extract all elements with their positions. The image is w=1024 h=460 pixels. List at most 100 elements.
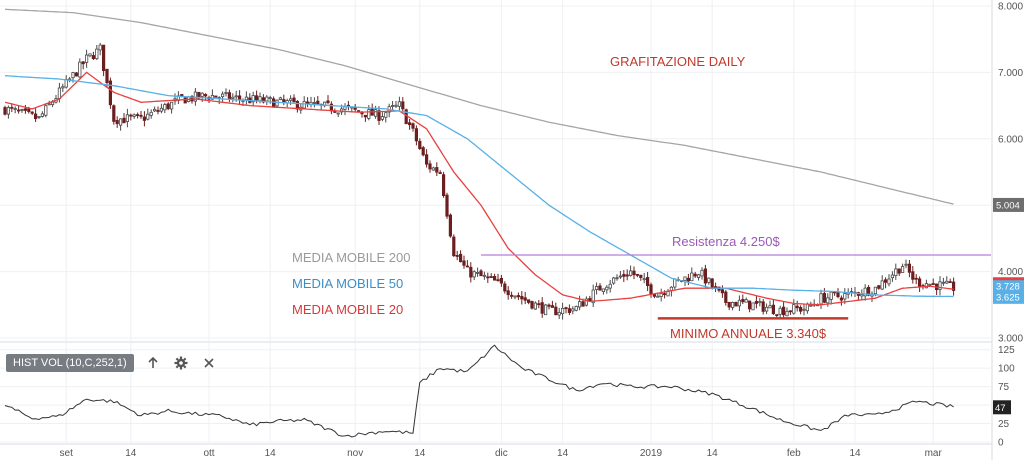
candle-body [877, 285, 881, 289]
time-tick-label: 14 [707, 448, 719, 459]
gear-icon[interactable] [172, 354, 190, 372]
candle-body [282, 99, 286, 102]
candle-body [455, 255, 459, 257]
candle-body [414, 128, 419, 142]
ma200-price-tag: 5.004 [996, 200, 1020, 211]
candle-body [537, 303, 541, 306]
candle-body [710, 278, 714, 288]
candle-body [792, 304, 796, 314]
candle-body [720, 289, 725, 294]
candle-body [571, 308, 575, 312]
candle-body [884, 279, 888, 283]
candle-body [88, 53, 92, 57]
candle-body [506, 290, 510, 296]
candle-body [578, 301, 582, 308]
candle-body [119, 118, 123, 126]
candle-body [737, 299, 742, 307]
ma20-price-tag: 3.728 [996, 282, 1020, 293]
candle-body [27, 108, 31, 112]
candle-body [863, 287, 867, 297]
candle-body [85, 54, 89, 63]
time-tick-label: ott [203, 448, 214, 459]
candle-body [448, 214, 453, 237]
ma50-label: MEDIA MOBILE 50 [292, 276, 404, 291]
candle-body [203, 94, 208, 97]
candle-body [520, 295, 524, 300]
candle-body [928, 283, 932, 286]
candle-body [826, 297, 830, 304]
candle-body [268, 97, 272, 100]
time-tick-label: mar [925, 448, 943, 459]
candle-body [407, 122, 412, 126]
candle-body [574, 306, 578, 311]
candle-body [489, 276, 493, 278]
candle-body [523, 297, 527, 301]
close-icon[interactable] [200, 354, 218, 372]
candle-body [659, 293, 663, 297]
candle-body [326, 100, 330, 103]
vol-tick-label: 75 [998, 382, 1010, 393]
candle-body [115, 120, 119, 125]
indicator-badge[interactable]: HIST VOL (10,C,252,1) [6, 354, 134, 372]
candle-body [411, 123, 415, 129]
candle-body [693, 273, 697, 277]
candle-body [81, 61, 85, 65]
candle-body [231, 96, 235, 99]
candle-body [220, 93, 225, 98]
candle-body [210, 94, 214, 100]
candle-body [618, 275, 623, 278]
candle-body [904, 263, 908, 266]
minimum-label: MINIMO ANNUALE 3.340$ [670, 326, 827, 341]
candle-body [10, 106, 14, 109]
candle-body [292, 97, 296, 103]
candle-body [761, 301, 765, 312]
time-tick-label: dic [495, 448, 508, 459]
candle-body [428, 163, 432, 170]
candle-body [384, 112, 388, 118]
candle-body [234, 95, 238, 98]
candle-body [873, 286, 878, 295]
candle-body [581, 301, 585, 307]
candle-body [656, 295, 660, 298]
candle-body [714, 286, 718, 289]
candle-body [649, 284, 653, 295]
price-tick-label: 3.000 [998, 334, 1023, 345]
candle-body [200, 92, 204, 97]
candle-body [612, 277, 616, 284]
arrow-up-icon[interactable] [144, 354, 162, 372]
candle-body [163, 104, 167, 111]
candle-body [499, 277, 504, 284]
candle-body [897, 268, 901, 274]
candle-body [139, 114, 143, 117]
candle-body [663, 293, 667, 296]
indicator-legend: HIST VOL (10,C,252,1) [6, 353, 218, 373]
candle-body [397, 101, 402, 107]
candle-body [492, 276, 497, 281]
candle-body [901, 266, 905, 273]
candle-body [554, 306, 558, 316]
candle-body [159, 107, 163, 112]
candle-body [367, 109, 371, 119]
candle-body [482, 274, 487, 277]
candle-body [503, 283, 507, 292]
candle-body [421, 147, 425, 156]
candle-body [751, 302, 755, 311]
candle-body [785, 310, 789, 317]
candle-body [697, 274, 701, 278]
candle-body [394, 104, 398, 107]
candle-body [931, 283, 935, 285]
candle-body [377, 110, 381, 121]
ma200-line [4, 8, 954, 205]
candle-body [843, 293, 847, 300]
candle-body [567, 308, 572, 313]
candle-body [703, 268, 708, 284]
candle-body [438, 172, 442, 175]
candle-body [105, 68, 109, 83]
candle-body [591, 289, 595, 304]
candle-body [911, 271, 915, 280]
candle-body [707, 277, 711, 283]
last-price-marker [993, 277, 1024, 281]
candle-body [13, 108, 17, 110]
candle-body [765, 306, 769, 312]
